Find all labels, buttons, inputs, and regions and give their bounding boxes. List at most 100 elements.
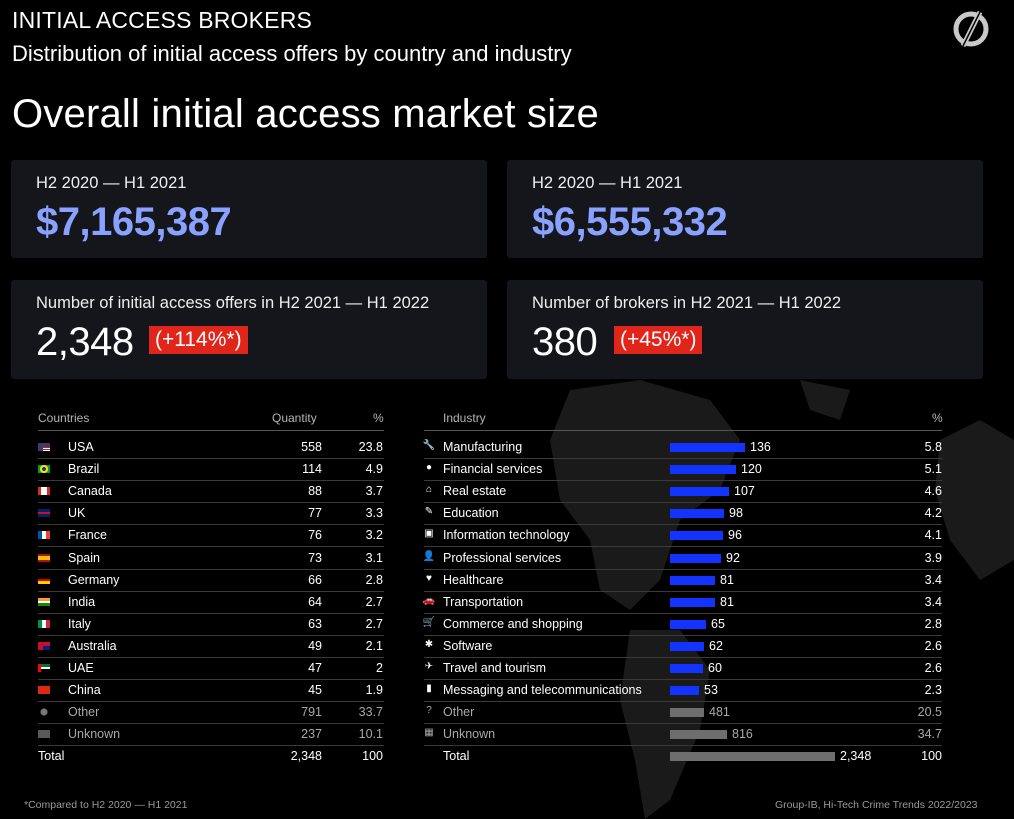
table-row: UK 77 3.3	[38, 503, 384, 526]
card-period-label: H2 2020 — H1 2021	[36, 174, 187, 192]
country-name: Germany	[68, 572, 120, 587]
table-row: ✎ Education 98 4.2	[424, 503, 942, 526]
industry-percent: 4.1	[924, 528, 942, 543]
australia-flag-icon	[38, 641, 50, 650]
card-label: Number of initial access offers in H2 20…	[36, 294, 430, 312]
country-quantity: 558	[301, 440, 322, 454]
table-row: ? Other 481 20.5	[424, 702, 942, 725]
table-row: Other 791 33.7	[38, 702, 384, 725]
country-quantity: 2,348	[290, 749, 322, 764]
industry-percent: 2.8	[924, 616, 942, 631]
country-percent: 33.7	[358, 705, 383, 720]
country-name: Brazil	[68, 462, 100, 477]
uk-flag-icon	[38, 509, 50, 518]
person-icon: 👤	[422, 550, 436, 562]
industry-percent: 3.4	[924, 594, 942, 609]
country-name: UAE	[68, 661, 94, 675]
section-title: Overall initial access market size	[12, 92, 599, 136]
industry-percent: 4.2	[924, 506, 942, 521]
spain-flag-icon	[38, 553, 50, 562]
table-row: ▮ Messaging and telecommunications 53 2.3	[424, 680, 942, 703]
table-row: Germany 66 2.8	[38, 570, 384, 592]
industry-bar	[670, 619, 706, 629]
industry-bar	[670, 730, 727, 740]
brazil-flag-icon	[38, 465, 50, 474]
table-row: ⌂ Real estate 107 4.6	[424, 481, 942, 504]
industry-bar	[670, 641, 704, 651]
country-name: Canada	[68, 484, 112, 499]
industry-percent: 3.9	[924, 550, 942, 565]
market-size-value: $6,555,332	[532, 200, 728, 244]
source-credit: Group-IB, Hi-Tech Crime Trends 2022/2023	[775, 799, 978, 811]
industry-percent: 2.6	[924, 638, 942, 653]
country-name: China	[68, 683, 101, 698]
industry-bar	[670, 443, 745, 452]
industry-name: Professional services	[443, 550, 562, 565]
header-subtitle: Distribution of initial access offers by…	[12, 41, 572, 66]
table-row: Brazil 114 4.9	[38, 459, 384, 482]
table-row: ✈ Travel and tourism 60 2.6	[424, 658, 942, 680]
footnote: *Compared to H2 2020 — H1 2021	[24, 799, 188, 811]
offers-count-card: Number of initial access offers in H2 20…	[11, 280, 487, 379]
signal-bars-icon: ▮	[426, 683, 432, 695]
industry-quantity: 136	[750, 440, 771, 454]
industry-quantity: 816	[732, 727, 753, 742]
country-name: India	[68, 594, 96, 609]
france-flag-icon	[38, 531, 50, 540]
industry-bar	[670, 708, 704, 718]
industry-name: Financial services	[443, 462, 543, 477]
card-period-label: H2 2020 — H1 2021	[532, 174, 683, 192]
industry-percent: 20.5	[917, 705, 942, 720]
airplane-icon: ✈	[424, 661, 434, 672]
industry-quantity: 60	[708, 661, 722, 675]
country-name: Spain	[68, 550, 100, 565]
country-percent: 2.8	[365, 572, 383, 587]
growth-badge: (+45%*)	[614, 326, 703, 354]
industry-quantity: 98	[729, 506, 743, 521]
uae-flag-icon	[38, 664, 50, 672]
world-map-background	[550, 380, 1014, 819]
country-percent: 10.1	[358, 727, 383, 742]
us-flag-icon	[38, 443, 50, 451]
country-percent: 23.8	[358, 440, 383, 454]
table-row: China 45 1.9	[38, 680, 384, 703]
industry-quantity: 81	[720, 594, 734, 609]
country-quantity: 49	[308, 638, 322, 653]
cart-icon: 🛒	[422, 616, 436, 628]
industry-header: Industry	[443, 411, 486, 425]
industry-name: Healthcare	[443, 572, 504, 587]
industry-quantity: 481	[709, 705, 730, 720]
canada-flag-icon	[38, 487, 50, 496]
industry-bar	[670, 553, 721, 563]
country-percent: 3.3	[365, 506, 383, 521]
country-percent: 1.9	[365, 683, 383, 698]
industry-name: Education	[443, 506, 499, 521]
table-row: 🔧 Manufacturing 136 5.8	[423, 437, 942, 459]
industry-bar	[670, 531, 723, 541]
table-row: Unknown 237 10.1	[38, 724, 384, 747]
industry-quantity: 62	[709, 638, 723, 653]
industry-name: Software	[443, 638, 493, 653]
country-percent: 3.2	[365, 528, 383, 543]
china-flag-icon	[38, 686, 50, 695]
table-row: USA 558 23.8	[38, 437, 384, 459]
pencil-icon: ✎	[424, 506, 434, 518]
industry-bar	[670, 487, 729, 497]
country-name: UK	[68, 506, 86, 521]
country-name: Other	[68, 705, 100, 720]
table-row: ♥ Healthcare 81 3.4	[424, 570, 942, 592]
table-row: France 76 3.2	[38, 525, 384, 548]
market-size-card-2: H2 2020 — H1 2021 $6,555,332	[507, 160, 983, 258]
brokers-count-value: 380	[532, 320, 598, 364]
car-icon: 🚗	[422, 594, 436, 606]
industry-quantity: 92	[726, 550, 740, 565]
industry-percent: 2.3	[924, 683, 942, 698]
industry-name: Travel and tourism	[443, 661, 547, 675]
coin-icon: ●	[425, 462, 433, 474]
industry-quantity: 120	[741, 462, 762, 477]
industry-bar	[670, 465, 736, 475]
industry-name: Unknown	[443, 727, 496, 742]
growth-badge: (+114%*)	[149, 326, 248, 354]
industry-quantity: 81	[720, 572, 734, 587]
table-row: ✱ Software 62 2.6	[424, 636, 942, 658]
